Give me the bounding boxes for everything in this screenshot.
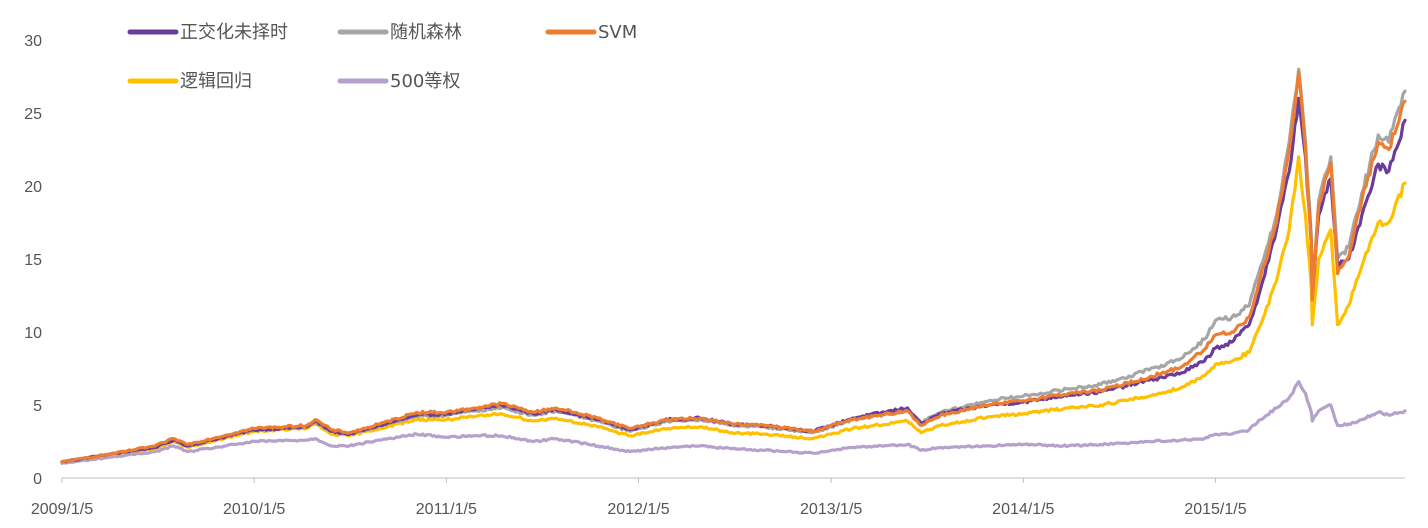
series-line-3 — [60, 155, 1407, 464]
y-axis-ticks: 0 5 10 15 20 25 30 — [24, 33, 42, 488]
legend-label: 随机森林 — [390, 22, 462, 43]
y-tick-label: 5 — [33, 398, 42, 415]
x-tick-label: 2013/1/5 — [800, 501, 862, 518]
y-tick-label: 0 — [33, 471, 42, 488]
legend-label: 正交化未择时 — [180, 22, 288, 43]
series-line-0 — [60, 96, 1407, 464]
legend: 正交化未择时 随机森林 SVM 逻辑回归 500等权 — [127, 22, 637, 92]
x-tick-label: 2010/1/5 — [223, 501, 285, 518]
x-axis-ticks: 2009/1/5 2010/1/5 2011/1/5 2012/1/5 2013/1/5… — [31, 478, 1247, 518]
series-line-1 — [60, 67, 1407, 464]
y-tick-label: 20 — [24, 179, 42, 196]
y-tick-label: 25 — [24, 106, 42, 123]
x-tick-label: 2011/1/5 — [416, 501, 477, 518]
y-tick-label: 10 — [24, 325, 42, 342]
x-tick-label: 2012/1/5 — [607, 501, 669, 518]
x-tick-label: 2009/1/5 — [31, 501, 93, 518]
x-tick-label: 2014/1/5 — [992, 501, 1054, 518]
y-tick-label: 15 — [24, 252, 42, 269]
legend-label: SVM — [598, 22, 637, 43]
legend-label: 逻辑回归 — [180, 71, 252, 92]
x-tick-label: 2015/1/5 — [1184, 501, 1246, 518]
series-line-4 — [60, 380, 1407, 465]
series-lines — [60, 67, 1407, 465]
y-tick-label: 30 — [24, 33, 42, 50]
legend-label: 500等权 — [390, 71, 460, 92]
series-line-2 — [60, 70, 1407, 464]
